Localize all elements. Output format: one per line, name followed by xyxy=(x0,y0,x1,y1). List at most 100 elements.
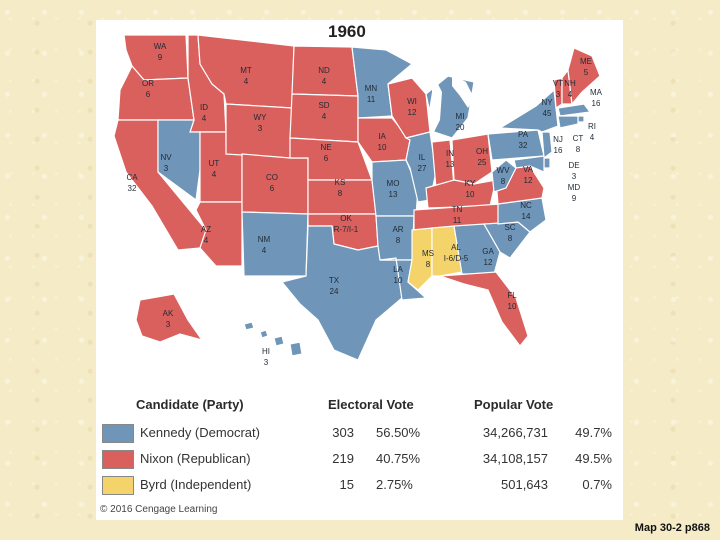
state-label-nj: NJ xyxy=(553,135,563,144)
state-electoral-votes-ut: 4 xyxy=(212,170,217,179)
state-label-mi: MI xyxy=(456,112,465,121)
state-label-nv: NV xyxy=(160,153,172,162)
state-electoral-votes-nh: 4 xyxy=(568,90,573,99)
state-label-md: MD xyxy=(568,183,581,192)
state-wv xyxy=(491,159,517,193)
legend-popular-votes: 501,643 xyxy=(501,477,548,492)
legend-electoral-votes: 219 xyxy=(332,451,354,466)
state-electoral-votes-ia: 10 xyxy=(378,143,387,152)
state-label-ca: CA xyxy=(126,173,138,182)
state-electoral-votes-wi: 12 xyxy=(408,108,417,117)
state-label-ky: KY xyxy=(465,179,476,188)
legend-header-popular: Popular Vote xyxy=(474,397,554,412)
legend-candidate-name: Nixon (Republican) xyxy=(140,451,251,466)
state-label-va: VA xyxy=(523,165,534,174)
state-electoral-votes-hi: 3 xyxy=(264,358,269,367)
state-electoral-votes-mo: 13 xyxy=(389,190,398,199)
state-label-fl: FL xyxy=(507,291,517,300)
state-label-pa: PA xyxy=(518,130,529,139)
state-de xyxy=(543,157,551,169)
state-label-nc: NC xyxy=(520,201,532,210)
map-panel: WA 9 OR 6 CA 32 ID 4 NV 3 UT 4 AZ 4 MT 4 WY 3 CO 6 NM 4 ND 4 SD 4… xyxy=(96,20,623,520)
state-electoral-votes-al: I-6/D-5 xyxy=(444,254,469,263)
state-label-oh: OH xyxy=(476,147,488,156)
state-electoral-votes-sc: 8 xyxy=(508,234,513,243)
state-label-ne: NE xyxy=(320,143,331,152)
legend-row-byrd: Byrd (Independent) 15 2.75% 501,643 0.7% xyxy=(96,475,623,497)
state-me xyxy=(567,47,601,106)
state-label-az: AZ xyxy=(201,225,211,234)
state-electoral-votes-wy: 3 xyxy=(258,124,263,133)
state-electoral-votes-nc: 14 xyxy=(522,212,531,221)
state-label-ar: AR xyxy=(392,225,403,234)
state-electoral-votes-vt: 3 xyxy=(556,90,561,99)
state-electoral-votes-tx: 24 xyxy=(330,287,339,296)
state-label-ok: OK xyxy=(340,214,352,223)
state-electoral-votes-mi: 20 xyxy=(456,123,465,132)
legend-header-electoral: Electoral Vote xyxy=(328,397,414,412)
legend-candidate-name: Kennedy (Democrat) xyxy=(140,425,260,440)
state-electoral-votes-or: 6 xyxy=(146,90,151,99)
state-electoral-votes-mt: 4 xyxy=(244,77,249,86)
map-title: 1960 xyxy=(328,22,366,41)
state-label-wa: WA xyxy=(154,42,167,51)
state-label-sc: SC xyxy=(504,223,515,232)
state-electoral-votes-sd: 4 xyxy=(322,112,327,121)
state-electoral-votes-ne: 6 xyxy=(324,154,329,163)
copyright-notice: © 2016 Cengage Learning xyxy=(100,504,218,515)
state-ny xyxy=(498,88,559,133)
state-pa xyxy=(487,129,545,161)
legend-popular-votes: 34,266,731 xyxy=(482,425,548,440)
state-label-nm: NM xyxy=(258,235,271,244)
legend-popular-percent: 49.7% xyxy=(575,425,612,440)
state-ri xyxy=(577,115,585,123)
state-electoral-votes-co: 6 xyxy=(270,184,275,193)
great-lake-5 xyxy=(500,104,520,116)
legend-header-candidate: Candidate (Party) xyxy=(136,397,244,412)
state-ct xyxy=(557,115,579,129)
state-label-ri: RI xyxy=(588,122,596,131)
state-electoral-votes-ks: 8 xyxy=(338,189,343,198)
state-label-ak: AK xyxy=(163,309,174,318)
state-label-ks: KS xyxy=(335,178,346,187)
legend-swatch-kennedy xyxy=(102,424,134,443)
state-label-ct: CT xyxy=(573,134,584,143)
state-electoral-votes-oh: 25 xyxy=(478,158,487,167)
legend-candidate-name: Byrd (Independent) xyxy=(140,477,252,492)
state-electoral-votes-fl: 10 xyxy=(508,302,517,311)
great-lake-3 xyxy=(452,74,474,108)
legend-popular-percent: 0.7% xyxy=(582,477,612,492)
state-label-wv: WV xyxy=(497,166,511,175)
figure-caption: Map 30-2 p868 xyxy=(634,522,710,534)
state-md xyxy=(513,155,545,173)
state-hi xyxy=(243,321,303,357)
legend-electoral-votes: 303 xyxy=(332,425,354,440)
state-label-al: AL xyxy=(451,243,461,252)
legend-electoral-percent: 40.75% xyxy=(376,451,421,466)
state-label-ny: NY xyxy=(541,98,553,107)
state-electoral-votes-ga: 12 xyxy=(484,258,493,267)
state-label-tn: TN xyxy=(452,205,463,214)
great-lake-1 xyxy=(412,60,458,74)
state-electoral-votes-ar: 8 xyxy=(396,236,401,245)
state-electoral-votes-me: 5 xyxy=(584,68,589,77)
state-label-mt: MT xyxy=(240,66,252,75)
state-electoral-votes-pa: 32 xyxy=(519,141,528,150)
state-label-wy: WY xyxy=(254,113,268,122)
state-co xyxy=(241,153,309,215)
state-electoral-votes-nm: 4 xyxy=(262,246,267,255)
state-label-ut: UT xyxy=(209,159,220,168)
state-label-nd: ND xyxy=(318,66,330,75)
state-label-vt: VT xyxy=(553,79,563,88)
state-electoral-votes-la: 10 xyxy=(394,276,403,285)
state-electoral-votes-az: 4 xyxy=(204,236,209,245)
state-label-ma: MA xyxy=(590,88,603,97)
state-label-sd: SD xyxy=(318,101,329,110)
great-lake-2 xyxy=(428,72,442,132)
state-label-tx: TX xyxy=(329,276,340,285)
legend-electoral-votes: 15 xyxy=(339,477,354,492)
state-label-in: IN xyxy=(446,149,454,158)
state-label-me: ME xyxy=(580,57,592,66)
legend-row-kennedy: Kennedy (Democrat) 303 56.50% 34,266,731… xyxy=(96,423,623,445)
state-oh xyxy=(451,133,493,185)
